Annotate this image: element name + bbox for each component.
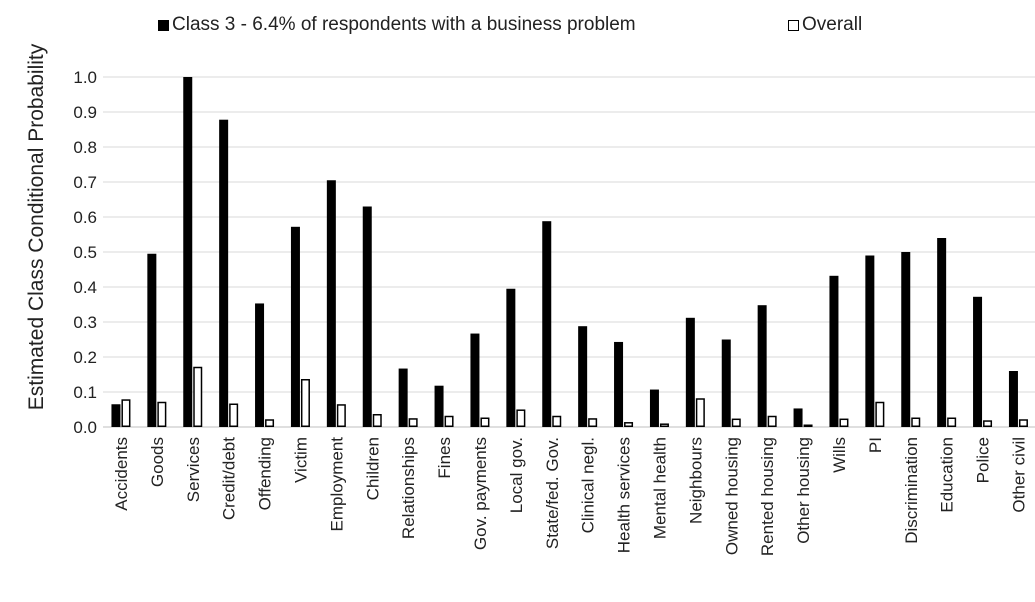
x-tick-label: Clinical negl. [579, 437, 598, 533]
bar-class3 [362, 206, 372, 427]
x-tick-label: Local gov. [507, 437, 526, 513]
y-tick-label: 0.8 [73, 138, 97, 157]
y-tick-label: 0.0 [73, 418, 97, 437]
bar-overall [157, 401, 167, 427]
x-tick-label: Discrimination [902, 437, 921, 544]
bar-class3 [111, 404, 121, 427]
x-tick-label: Education [938, 437, 957, 513]
bar-overall [300, 379, 310, 427]
bar-overall [695, 398, 705, 427]
x-tick-label: Mental health [650, 437, 669, 539]
y-tick-label: 0.7 [73, 173, 97, 192]
bar-class3 [183, 77, 193, 427]
bar-overall [408, 418, 418, 428]
x-tick-label: State/fed. Gov. [543, 437, 562, 549]
bar-class3 [721, 339, 731, 427]
bar-overall [767, 415, 777, 427]
x-tick-label: Wills [830, 437, 849, 473]
bar-overall [444, 415, 454, 427]
x-tick-label: Relationships [399, 437, 418, 539]
bar-overall [731, 418, 741, 427]
y-tick-label: 0.2 [73, 348, 97, 367]
bar-class3 [434, 385, 444, 427]
y-axis-title: Estimated Class Conditional Probability [25, 43, 48, 410]
x-tick-label: Rented housing [758, 437, 777, 556]
x-tick-label: Other housing [794, 437, 813, 544]
bar-class3 [865, 255, 875, 427]
y-tick-label: 1.0 [73, 68, 97, 87]
y-tick-label: 0.4 [73, 278, 97, 297]
bar-class3 [901, 252, 911, 427]
bar-class3 [757, 305, 767, 427]
x-tick-label: Neighbours [686, 437, 705, 524]
bar-class3 [219, 119, 229, 427]
bar-overall [947, 417, 957, 427]
y-tick-label: 0.5 [73, 243, 97, 262]
x-tick-label: PI [866, 437, 885, 453]
bar-class3 [829, 275, 839, 427]
x-tick-label: Accidents [112, 437, 131, 511]
bar-overall [803, 424, 813, 427]
bar-class3 [398, 368, 408, 427]
bar-class3 [542, 221, 552, 427]
bar-overall [552, 415, 562, 427]
x-tick-label: Gov. payments [471, 437, 490, 550]
y-tick-label: 0.3 [73, 313, 97, 332]
chart-legend: Class 3 - 6.4% of respondents with a bus… [0, 14, 1035, 40]
bar-overall [659, 423, 669, 428]
bar-overall [265, 419, 275, 427]
x-tick-label: Credit/debt [220, 437, 239, 520]
bar-overall [229, 403, 239, 427]
bar-overall [839, 418, 849, 427]
x-tick-label: Goods [148, 437, 167, 487]
bar-class3 [290, 226, 300, 427]
bar-overall [588, 418, 598, 428]
bar-class3 [649, 389, 659, 427]
bar-overall [1018, 419, 1028, 427]
bar-class3 [685, 317, 695, 427]
legend-item-overall: Overall [788, 14, 862, 36]
x-tick-label: Owned housing [722, 437, 741, 555]
x-tick-label: Employment [327, 437, 346, 532]
bar-overall [875, 401, 885, 427]
bar-class3 [326, 180, 336, 427]
bar-class3 [793, 408, 803, 427]
x-tick-label: Health services [615, 437, 634, 553]
bar-class3 [470, 333, 480, 427]
bar-overall [911, 417, 921, 427]
legend-item-class3: Class 3 - 6.4% of respondents with a bus… [158, 14, 636, 36]
bar-class3 [506, 288, 516, 427]
x-tick-label: Fines [435, 437, 454, 479]
bar-overall [372, 414, 382, 427]
legend-swatch-open [788, 19, 799, 31]
x-tick-label: Children [363, 437, 382, 500]
bar-class3 [578, 326, 588, 427]
bar-class3 [937, 238, 947, 427]
bar-overall [983, 420, 993, 427]
x-tick-label: Victim [291, 437, 310, 483]
bar-overall [480, 417, 490, 427]
bar-overall [516, 409, 526, 428]
legend-swatch-solid [158, 19, 169, 31]
bar-class3 [614, 341, 624, 427]
bar-class3 [255, 303, 265, 427]
bar-class3 [147, 253, 157, 427]
bar-overall [121, 399, 131, 427]
bar-overall [193, 366, 203, 427]
x-tick-label: Offending [256, 437, 275, 510]
x-tick-label: Police [974, 437, 993, 483]
bar-class3 [973, 296, 983, 427]
bar-overall [336, 404, 346, 428]
bar-overall [624, 422, 634, 427]
x-tick-label: Other civil [1009, 437, 1028, 513]
bar-class3 [1008, 371, 1018, 427]
y-tick-label: 0.6 [73, 208, 97, 227]
y-tick-label: 0.9 [73, 103, 97, 122]
x-tick-label: Services [184, 437, 203, 502]
legend-label-overall: Overall [802, 14, 863, 35]
y-tick-label: 0.1 [73, 383, 97, 402]
legend-label-class3: Class 3 - 6.4% of respondents with a bus… [172, 14, 636, 35]
